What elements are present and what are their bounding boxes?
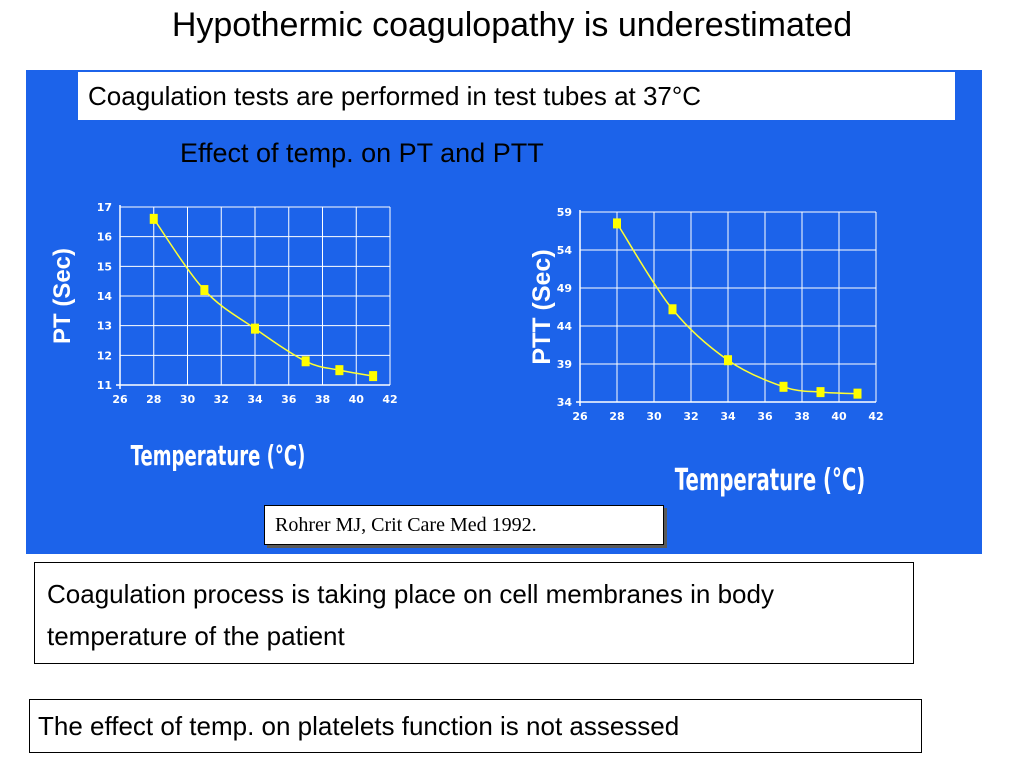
data-point (816, 387, 825, 398)
slide-title: Hypothermic coagulopathy is underestimat… (171, 6, 853, 44)
y-axis-label: PT (Sec) (49, 248, 76, 344)
data-point (724, 355, 732, 366)
x-tick-label: 30 (646, 410, 662, 423)
data-point (779, 381, 788, 392)
pt-chart: 26 28 30 32 34 36 38 40 42 11 12 13 14 15 16 17 Temperat… (49, 201, 398, 472)
subtitle-box: Coagulation tests are performed in test … (78, 72, 955, 120)
x-tick-label: 40 (349, 393, 365, 406)
effect-title: Effect of temp. on PT and PTT (180, 138, 544, 168)
data-point (335, 365, 344, 376)
y-axis-label: PTT (Sec) (528, 249, 556, 364)
x-tick-label: 36 (281, 393, 297, 406)
note-platelets: The effect of temp. on platelets functio… (29, 699, 922, 753)
x-tick-label: 42 (382, 393, 397, 406)
x-axis-label: Temperature (°C) (131, 440, 306, 472)
x-tick-label: 26 (572, 410, 588, 423)
x-tick-label: 30 (180, 393, 196, 406)
data-point (613, 218, 621, 229)
y-tick-label: 16 (97, 231, 113, 244)
series-line (153, 218, 374, 377)
series-line (616, 222, 858, 395)
y-tick-label: 49 (557, 282, 572, 295)
y-tick-label: 13 (97, 320, 112, 333)
x-tick-label: 38 (315, 393, 330, 406)
x-tick-label: 38 (794, 410, 809, 423)
x-tick-label: 28 (609, 410, 624, 423)
x-tick-label: 36 (757, 410, 773, 423)
y-tick-label: 59 (557, 206, 572, 219)
data-point (668, 304, 677, 315)
data-point (301, 356, 310, 367)
x-axis-label: Temperature (°C) (675, 462, 866, 497)
y-tick-label: 14 (97, 290, 113, 303)
x-tick-label: 28 (146, 393, 161, 406)
y-tick-label: 54 (557, 244, 573, 257)
note-cell-membranes: Coagulation process is taking place on c… (34, 562, 914, 664)
x-tick-label: 32 (683, 410, 698, 423)
data-point (853, 388, 862, 399)
data-point (251, 323, 259, 334)
x-tick-label: 32 (214, 393, 229, 406)
y-tick-label: 15 (97, 260, 112, 273)
x-tick-label: 40 (831, 410, 847, 423)
citation-box: Rohrer MJ, Crit Care Med 1992. (264, 505, 664, 545)
blue-panel (26, 70, 982, 554)
data-point (369, 371, 378, 382)
y-tick-label: 44 (557, 320, 573, 333)
x-tick-label: 34 (720, 410, 736, 423)
data-point (149, 213, 158, 224)
x-tick-label: 34 (247, 393, 263, 406)
y-tick-label: 11 (97, 379, 112, 392)
ptt-chart: 26 28 30 32 34 36 38 40 42 34 39 44 49 54 59 Temperatur… (528, 206, 884, 497)
y-tick-label: 34 (557, 396, 573, 409)
y-tick-label: 17 (97, 201, 112, 214)
x-tick-label: 42 (868, 410, 883, 423)
data-point (200, 285, 209, 296)
x-tick-label: 26 (112, 393, 128, 406)
y-tick-label: 39 (557, 358, 572, 371)
y-tick-label: 12 (97, 349, 112, 362)
